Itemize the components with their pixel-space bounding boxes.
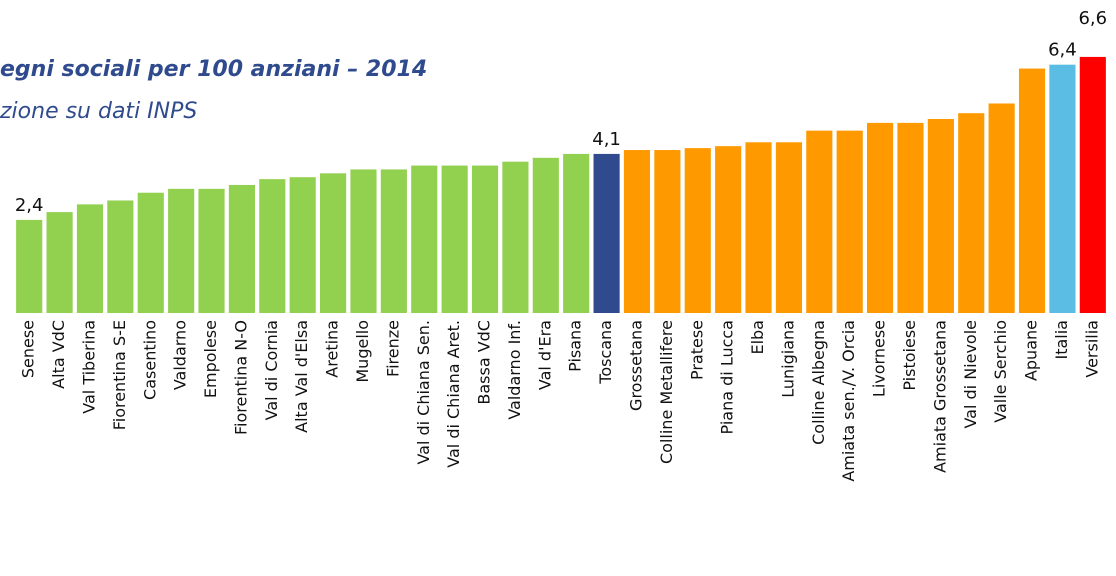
bar — [563, 153, 590, 313]
x-tick-label: Grossetana — [626, 320, 645, 411]
x-tick-label: Mugello — [353, 320, 372, 383]
chart-title: egni sociali per 100 anziani – 2014 — [0, 57, 427, 82]
x-tick-label: Lunigiana — [778, 320, 797, 398]
bar — [1018, 68, 1046, 313]
x-tick-label: Valdarno — [171, 320, 190, 390]
x-tick-label: Versilia — [1082, 320, 1101, 378]
bar — [289, 177, 316, 313]
bar — [411, 165, 438, 313]
bar — [623, 150, 651, 313]
bar — [198, 188, 225, 313]
bar — [927, 119, 954, 313]
x-tick-label: Alta Val d'Elsa — [292, 320, 311, 433]
x-tick-label: Val di Chiana Aret. — [444, 320, 463, 468]
x-tick-label: Colline Metallifere — [657, 320, 676, 464]
bar — [46, 212, 73, 313]
value-label: 4,1 — [592, 129, 621, 150]
x-tick-label: Elba — [748, 320, 767, 355]
value-label: 2,4 — [15, 195, 44, 216]
x-tick-label: Italia — [1052, 320, 1071, 360]
x-tick-label: Pratese — [687, 320, 706, 380]
bar — [1049, 64, 1076, 314]
x-tick-label: Apuane — [1022, 320, 1041, 381]
value-label: 6,6 — [1078, 8, 1107, 29]
bar — [897, 122, 924, 313]
x-tick-label: Amiata Grossetana — [930, 320, 949, 473]
x-tick-label: Firenze — [383, 320, 402, 377]
bar — [502, 161, 529, 313]
x-tick-label: Pistoiese — [900, 320, 919, 391]
bar — [471, 165, 499, 313]
x-tick-label: Empolese — [201, 320, 220, 398]
bar — [168, 188, 195, 313]
chart-subtitle: zione su dati INPS — [0, 99, 197, 124]
bar — [684, 148, 711, 313]
x-tick-label: Val d'Era — [535, 320, 554, 390]
x-tick-label: Valle Serchio — [991, 320, 1010, 423]
x-tick-label: Piana di Lucca — [718, 320, 737, 434]
bar — [228, 184, 255, 313]
bar — [836, 130, 863, 313]
bar — [806, 130, 833, 313]
bar — [593, 153, 620, 313]
bar — [654, 150, 681, 313]
x-tick-label: Colline Albegna — [809, 320, 828, 445]
x-tick-label: Val di Cornia — [262, 320, 281, 420]
bar — [259, 179, 286, 313]
x-tick-label: Val di Chiana Sen. — [414, 320, 433, 465]
x-tick-label: Val Tiberina — [79, 320, 98, 414]
bar — [320, 173, 347, 313]
x-tick-label: Val di Nievole — [961, 320, 980, 429]
x-tick-label: Pisana — [566, 320, 585, 372]
x-tick-label: Senese — [19, 320, 38, 378]
x-tick-label: Bassa VdC — [475, 320, 494, 405]
x-tick-label: Amiata sen./V. Orcia — [839, 320, 858, 482]
bar — [137, 192, 164, 313]
x-tick-label: Toscana — [596, 320, 615, 385]
bar — [775, 142, 802, 313]
x-tick-label: Alta VdC — [49, 320, 68, 389]
value-label: 6,4 — [1048, 40, 1077, 61]
bar — [958, 113, 985, 314]
bar — [380, 169, 407, 313]
bar — [1079, 56, 1106, 314]
bar — [107, 200, 134, 313]
x-tick-label: Fiorentina N-O — [231, 320, 250, 435]
bar — [350, 169, 377, 313]
bar — [532, 157, 559, 313]
bar — [76, 204, 104, 313]
bar — [441, 165, 468, 313]
x-tick-label: Casentino — [140, 320, 159, 400]
bar — [715, 146, 742, 313]
x-tick-label: Aretina — [323, 320, 342, 378]
x-tick-label: Valdarno Inf. — [505, 320, 524, 420]
bar — [867, 122, 894, 313]
x-tick-label: Fiorentina S-E — [110, 320, 129, 430]
bar — [988, 103, 1015, 313]
bar — [16, 219, 43, 313]
x-tick-label: Livornese — [870, 320, 889, 397]
bar — [745, 142, 772, 313]
